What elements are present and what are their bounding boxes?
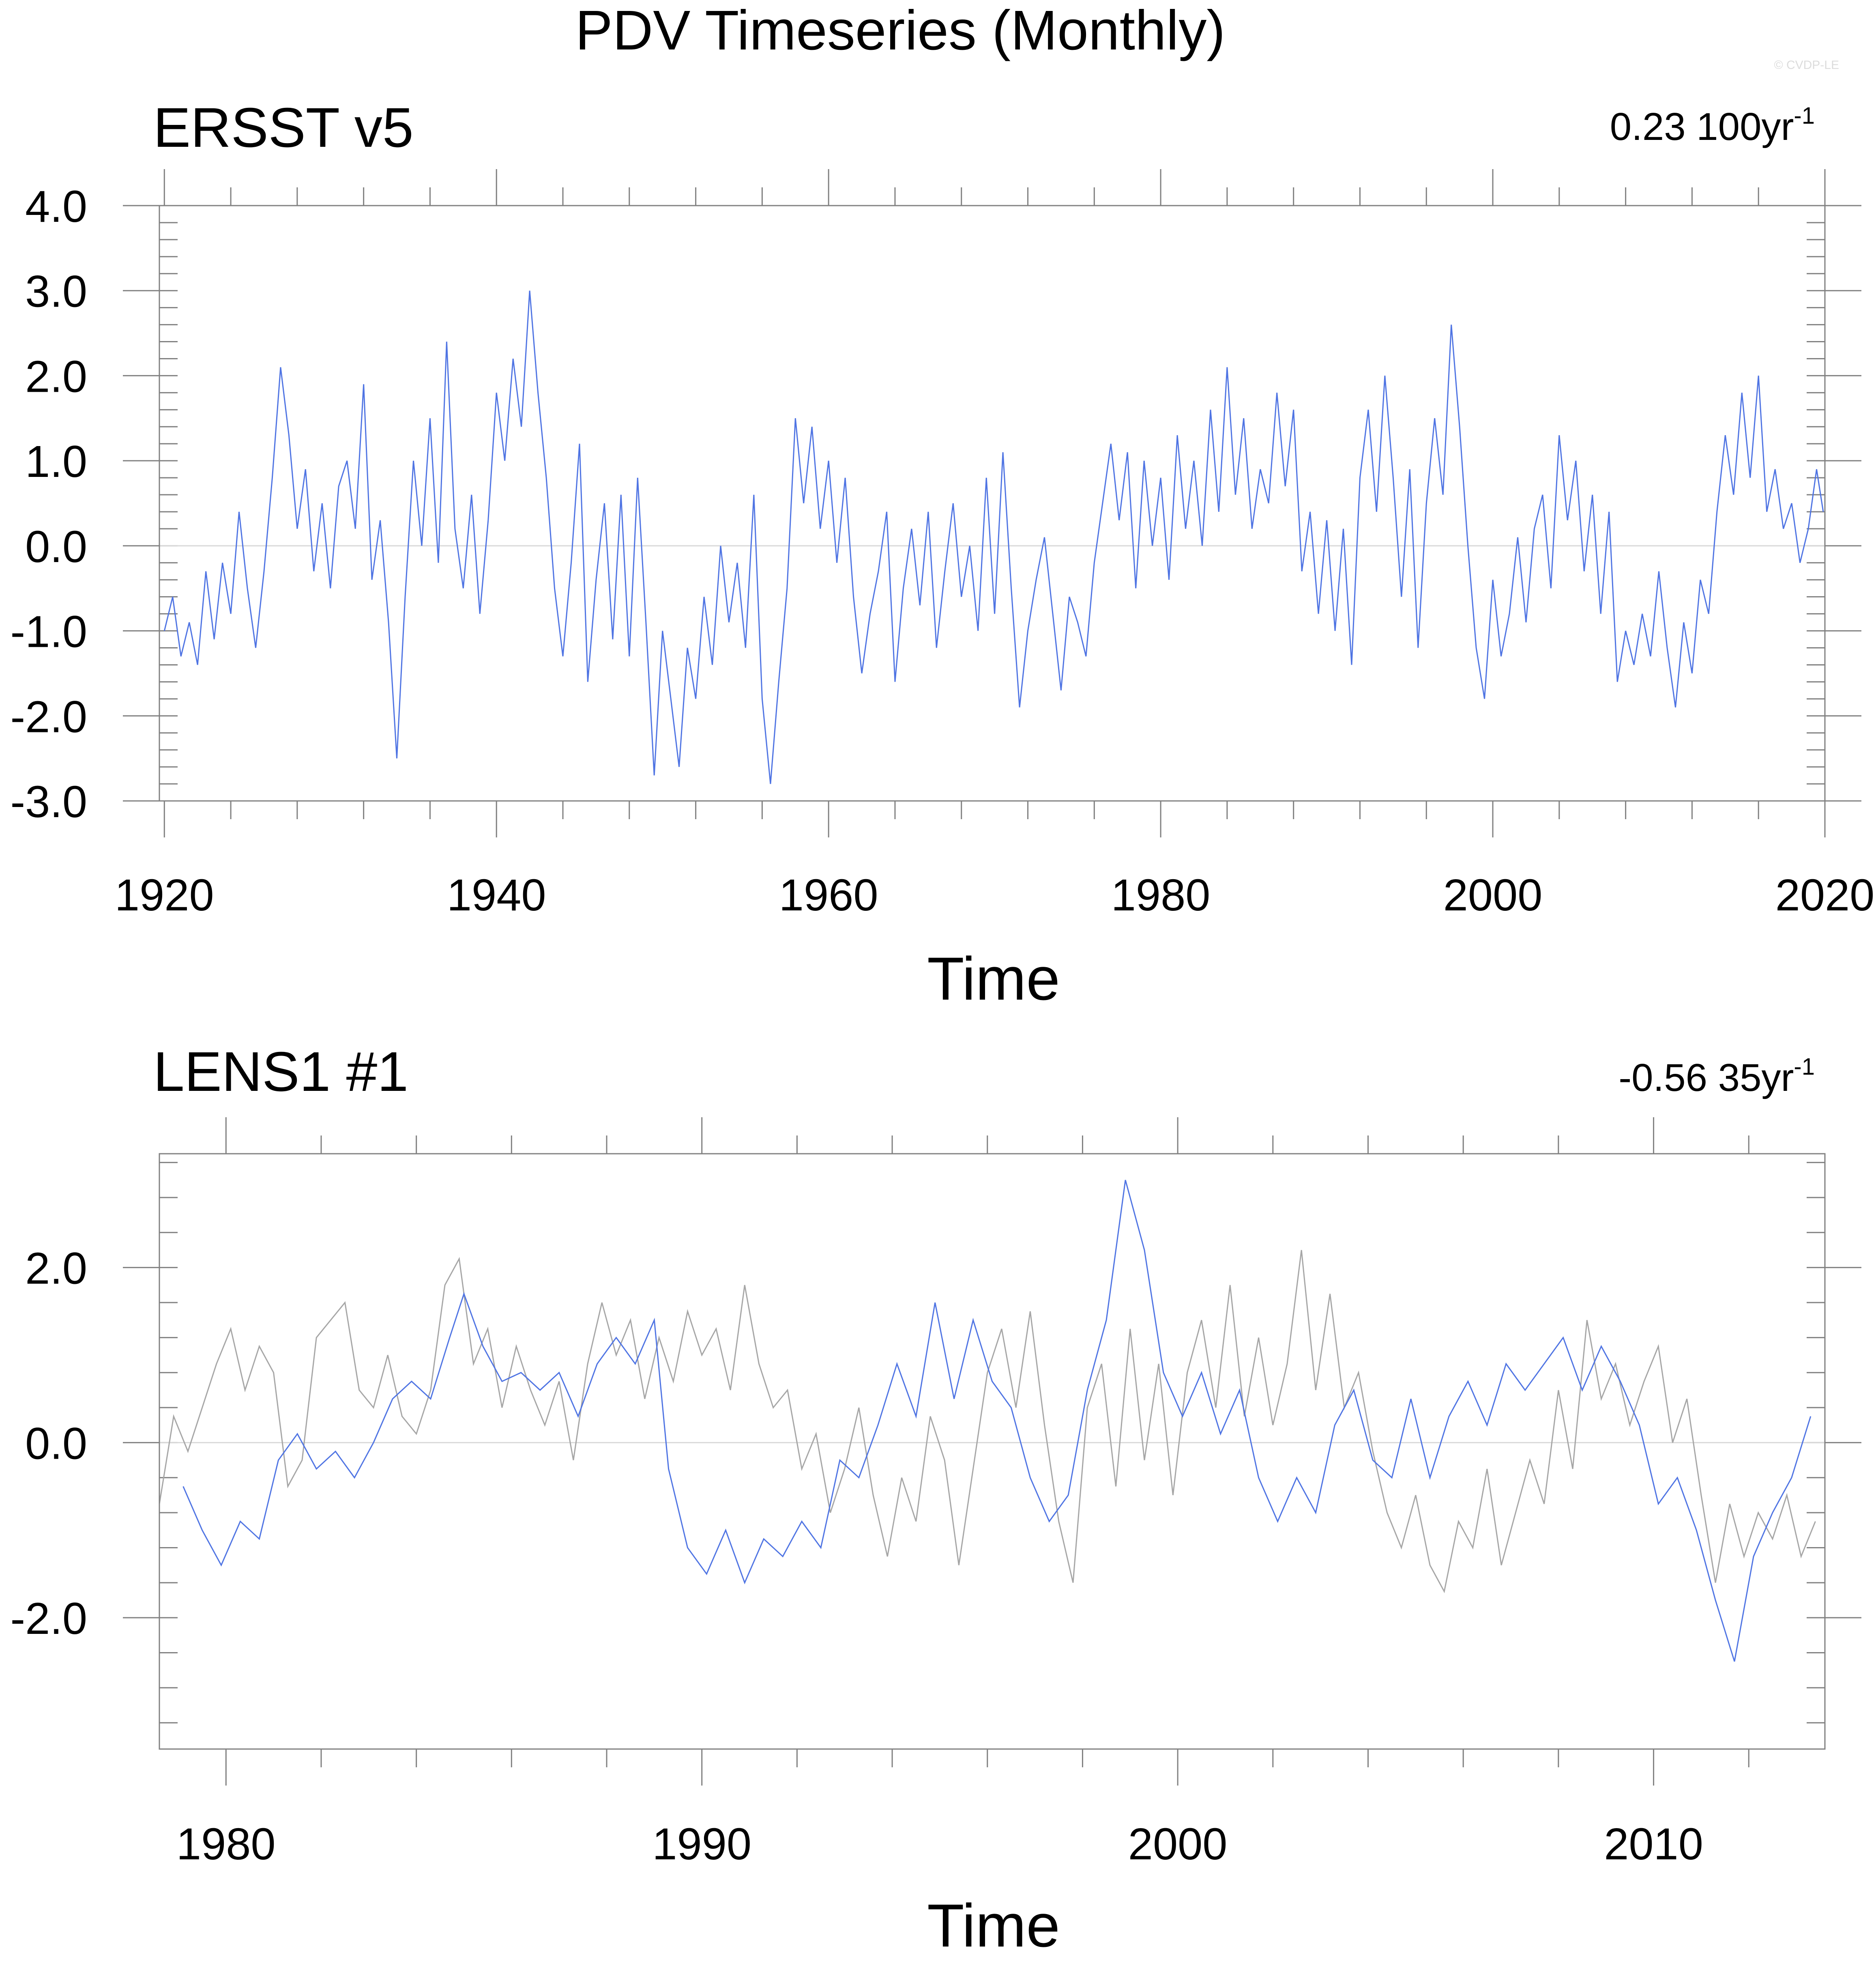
- lens1-panel: LENS1 #1 -0.56 35yr-1 1980 1990 2000 2010 -…: [10, 1041, 1861, 1960]
- axis-ticks: [123, 1117, 1861, 1786]
- ersst-pdv-line: [163, 290, 1824, 784]
- axis-ticks: [123, 169, 1861, 837]
- y-tick-labels: -3.0 -2.0 -1.0 0.0 1.0 2.0 3.0 4.0: [10, 182, 87, 827]
- y-tick-label: 3.0: [25, 267, 87, 317]
- x-axis-label: Time: [927, 944, 1060, 1013]
- y-tick-label: 1.0: [25, 437, 87, 487]
- y-tick-label: 2.0: [25, 1244, 87, 1294]
- trend-label: 0.23 100yr-1: [1610, 103, 1815, 148]
- trend-value: 0.23 100yr: [1610, 105, 1794, 148]
- x-axis-label: Time: [927, 1891, 1060, 1960]
- lens1-pdv-line: [182, 1180, 1812, 1662]
- y-tick-labels: -2.0 0.0 2.0: [10, 1244, 87, 1644]
- y-tick-label: -3.0: [10, 777, 87, 827]
- y-tick-label: 4.0: [25, 182, 87, 232]
- y-tick-label: 0.0: [25, 522, 87, 572]
- x-tick-label: 2000: [1128, 1819, 1228, 1869]
- trend-label: -0.56 35yr-1: [1618, 1054, 1815, 1099]
- x-tick-labels: 1920 1940 1960 1980 2000 2020: [115, 870, 1874, 920]
- y-tick-label: -1.0: [10, 607, 87, 657]
- figure-title: PDV Timeseries (Monthly): [575, 0, 1226, 62]
- y-tick-label: -2.0: [10, 1594, 87, 1644]
- x-tick-labels: 1980 1990 2000 2010: [176, 1819, 1703, 1869]
- trend-exponent: -1: [1794, 1054, 1815, 1080]
- trend-value: -0.56 35yr: [1618, 1056, 1794, 1099]
- panel-title: LENS1 #1: [153, 1041, 408, 1103]
- plot-frame: [159, 1153, 1826, 1750]
- watermark: © CVDP-LE: [1774, 58, 1839, 72]
- x-tick-label: 1980: [176, 1819, 276, 1869]
- y-tick-label: -2.0: [10, 692, 87, 742]
- x-tick-label: 1990: [652, 1819, 751, 1869]
- trend-exponent: -1: [1794, 103, 1815, 129]
- x-tick-label: 2010: [1604, 1819, 1703, 1869]
- x-tick-label: 2020: [1775, 870, 1875, 920]
- x-tick-label: 1940: [447, 870, 546, 920]
- plot-frame: [159, 205, 1826, 802]
- x-tick-label: 1920: [115, 870, 214, 920]
- x-tick-label: 1980: [1111, 870, 1211, 920]
- y-tick-label: 2.0: [25, 352, 87, 401]
- ersst-panel: ERSST v5 0.23 100yr-1 1920 1940 1960 1980 20…: [10, 97, 1874, 1013]
- lens1-member-line: [159, 1250, 1816, 1593]
- panel-title: ERSST v5: [153, 97, 414, 159]
- y-tick-label: 0.0: [25, 1419, 87, 1468]
- x-tick-label: 2000: [1443, 870, 1543, 920]
- x-tick-label: 1960: [779, 870, 878, 920]
